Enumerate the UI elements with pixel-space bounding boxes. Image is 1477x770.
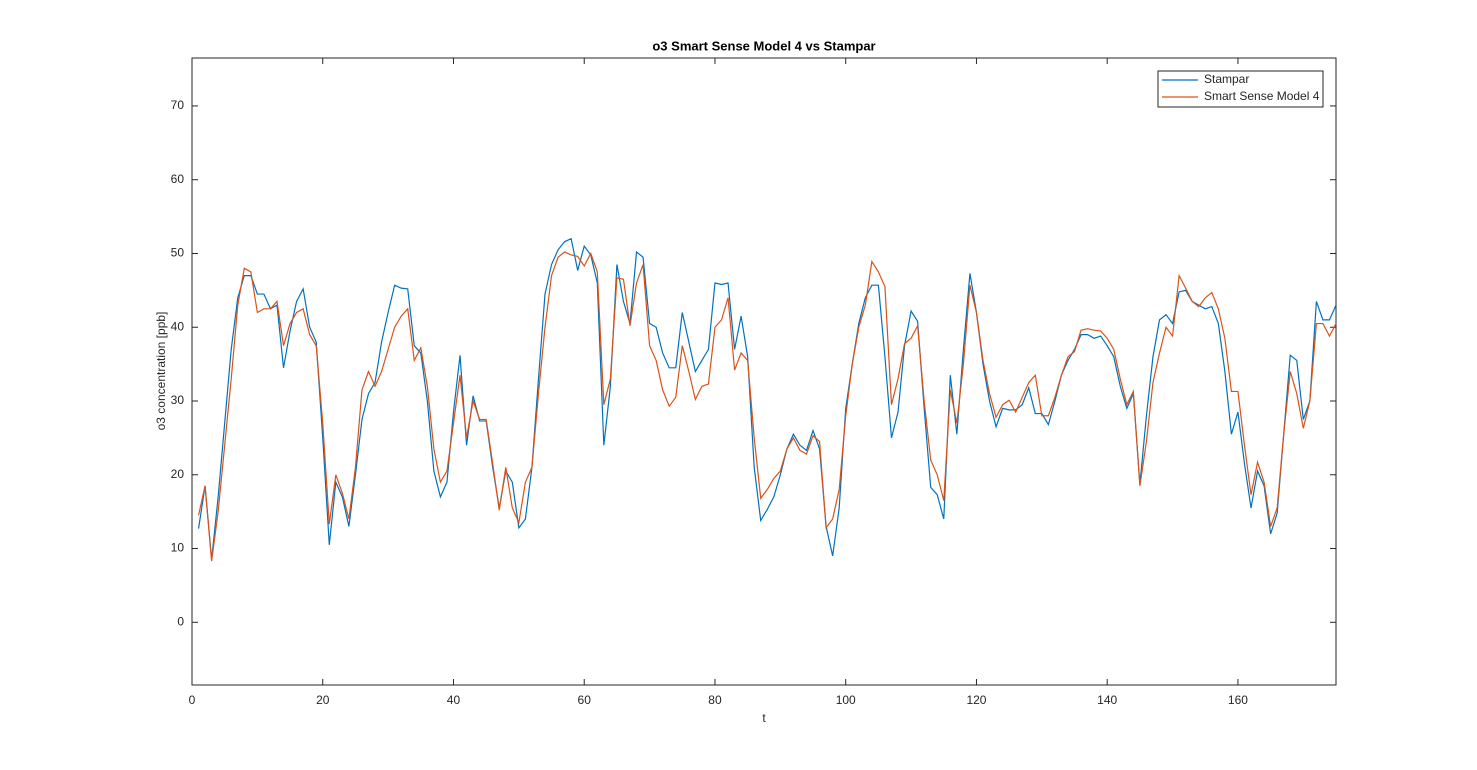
y-tick-label: 0 (177, 614, 184, 628)
x-tick-label: 0 (189, 693, 196, 707)
x-tick-label: 60 (578, 693, 592, 707)
x-tick-label: 20 (316, 693, 330, 707)
series-line (197, 237, 1337, 560)
y-axis-label: o3 concentration [ppb] (154, 312, 168, 431)
x-tick-label: 140 (1097, 693, 1117, 707)
y-tick-label: 40 (171, 319, 185, 333)
x-tick-label: 160 (1228, 693, 1248, 707)
plot-box (191, 57, 1337, 686)
legend-box (1157, 70, 1324, 108)
legend-label: Stampar (1204, 72, 1249, 86)
x-tick-label: 100 (836, 693, 856, 707)
y-tick-label: 10 (171, 541, 185, 555)
y-tick-label: 60 (171, 172, 185, 186)
legend-label: Smart Sense Model 4 (1204, 89, 1320, 103)
y-tick-label: 50 (171, 246, 185, 260)
x-axis-label: t (762, 711, 766, 725)
x-tick-label: 120 (966, 693, 986, 707)
y-tick-label: 30 (171, 393, 185, 407)
y-tick-label: 70 (171, 98, 185, 112)
x-tick-label: 40 (447, 693, 461, 707)
x-tick-label: 80 (708, 693, 722, 707)
series-line (197, 251, 1337, 562)
y-tick-label: 20 (171, 467, 185, 481)
chart-title: o3 Smart Sense Model 4 vs Stampar (652, 38, 875, 53)
